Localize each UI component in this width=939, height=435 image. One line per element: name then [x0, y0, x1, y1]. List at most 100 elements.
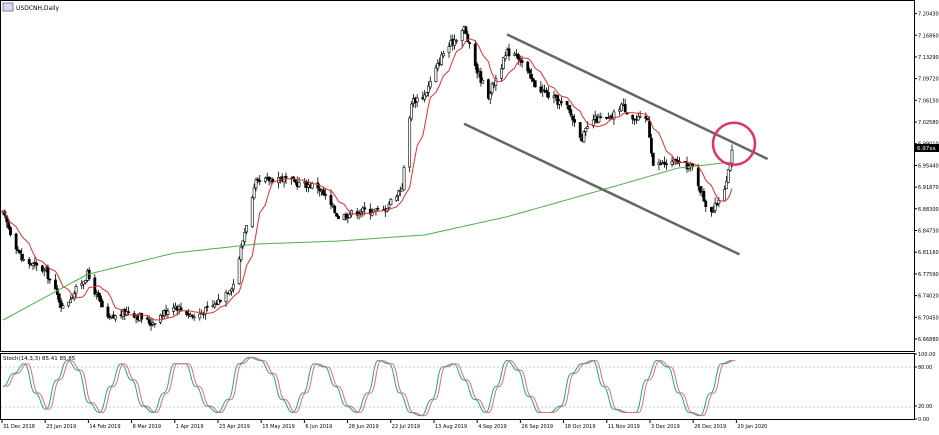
price-tick-label: 7.09720: [918, 77, 939, 83]
candle-body: [711, 211, 715, 213]
candle-body: [363, 207, 367, 210]
candle-body: [241, 240, 245, 247]
candle-body: [230, 288, 234, 292]
candle-body: [27, 259, 31, 265]
price-tick-label: 7.02580: [918, 120, 939, 126]
candle-body: [670, 160, 674, 165]
candle-body: [297, 182, 301, 187]
candle-body: [35, 263, 39, 266]
price-tick-label: 6.70450: [918, 315, 939, 321]
candle-body: [323, 193, 327, 196]
candle-body: [59, 300, 63, 308]
candle-body: [293, 179, 297, 183]
candle-body: [232, 283, 235, 290]
candle-body: [713, 202, 717, 211]
candle-body: [427, 85, 430, 93]
candle-body: [160, 315, 164, 317]
candle-body: [348, 214, 352, 219]
time-tick-label: 31 Dec 2018: [3, 424, 35, 430]
channel-upper-line[interactable]: [506, 33, 769, 161]
channel-lower-line[interactable]: [463, 122, 741, 256]
candle-body: [40, 265, 44, 272]
candle-body: [702, 190, 706, 202]
candle-body: [387, 203, 391, 208]
candle-body: [528, 69, 532, 74]
candle-body: [410, 103, 413, 120]
candle-body: [335, 213, 338, 217]
price-tick-label: 6.91870: [918, 185, 939, 191]
candle-body: [578, 122, 582, 138]
candle-body: [569, 109, 573, 116]
time-tick-label: 26 Dec 2019: [694, 424, 726, 430]
candle-body: [344, 213, 348, 219]
candle-body: [218, 299, 222, 302]
candle-body: [213, 304, 217, 308]
candle-body: [402, 167, 406, 191]
candle-body: [374, 208, 378, 212]
candle-body: [159, 314, 162, 323]
time-tick-label: 14 Feb 2019: [89, 424, 120, 430]
candle-body: [252, 187, 256, 199]
candle-body: [22, 258, 26, 261]
candle-body: [243, 232, 247, 242]
candle-body: [726, 169, 730, 183]
candle-body: [475, 64, 479, 74]
price-tick-label: 7.16860: [918, 33, 939, 39]
candle-body: [612, 111, 616, 120]
candle-body: [33, 262, 37, 264]
price-tick-label: 6.84730: [918, 229, 939, 235]
candle-body: [329, 195, 333, 205]
price-tick-label: 7.06150: [918, 98, 939, 104]
candle-body: [355, 211, 359, 216]
candle-body: [520, 60, 524, 63]
candle-body: [468, 42, 472, 44]
candle-body: [490, 83, 494, 93]
candle-body: [166, 310, 170, 315]
candle-body: [147, 319, 151, 324]
candle-body: [80, 283, 84, 286]
stoch-plot-frame: [0, 353, 915, 420]
candle-body: [582, 131, 586, 143]
candle-body: [140, 312, 144, 320]
candle-body: [217, 299, 220, 305]
main-plot-frame: [0, 0, 915, 352]
candle-body: [361, 207, 365, 212]
candle-body: [473, 43, 477, 66]
current-price-label: 6.97xx: [917, 146, 937, 152]
candle-body: [599, 116, 603, 119]
candle-body: [586, 126, 590, 129]
candle-body: [464, 26, 468, 34]
candle-body: [337, 216, 340, 220]
moving-average-long: [2, 161, 733, 321]
stoch-tick-label: 0.00: [918, 417, 929, 423]
candle-body: [14, 233, 18, 250]
stoch-main-line: [2, 356, 733, 417]
candle-body: [650, 137, 653, 154]
time-tick-label: 11 Nov 2019: [608, 424, 640, 430]
candle-body: [359, 211, 363, 214]
highlight-circle[interactable]: [711, 121, 757, 167]
candle-body: [648, 120, 651, 138]
moving-average-short: [2, 38, 733, 321]
candle-body: [723, 189, 726, 202]
candle-body: [97, 292, 100, 298]
candle-body: [665, 163, 668, 166]
candle-body: [250, 197, 254, 227]
price-tick-label: 7.20430: [918, 12, 939, 18]
candle-body: [646, 118, 650, 121]
candle-body: [67, 301, 70, 307]
candle-body: [9, 227, 12, 236]
current-price-tag: 6.97xx: [915, 144, 939, 152]
stoch-signal-line: [5, 356, 736, 417]
stoch-tick-label: 20.00: [918, 404, 932, 410]
candle-body: [425, 92, 428, 97]
candle-body: [565, 100, 569, 105]
candle-body: [153, 323, 157, 325]
stoch-axis: 100.00 80.00 20.00 0.00: [914, 352, 936, 423]
candle-body: [663, 161, 666, 165]
candle-body: [192, 316, 196, 319]
candle-body: [99, 295, 102, 303]
candle-body: [179, 307, 183, 311]
price-tick-label: 6.95440: [918, 163, 939, 169]
